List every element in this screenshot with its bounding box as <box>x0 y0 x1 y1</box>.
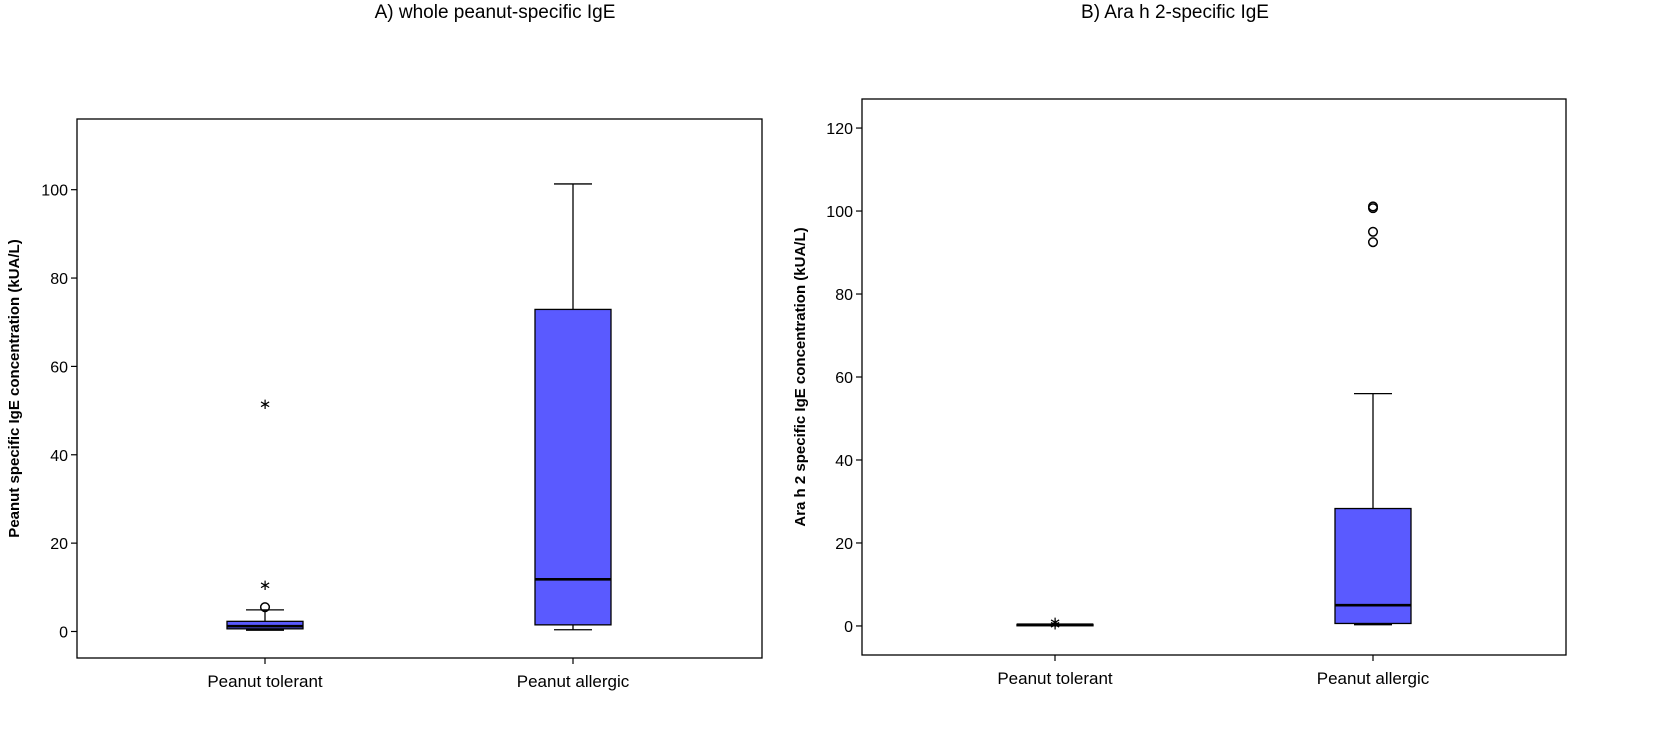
outlier-circle <box>1367 201 1379 212</box>
y-tick-label: 20 <box>835 536 853 553</box>
outlier-circle <box>1367 226 1379 237</box>
y-tick-label: 80 <box>835 287 853 304</box>
y-axis-title: Ara h 2 specific IgE concentration (kUA/… <box>792 227 809 526</box>
y-tick-label: 20 <box>50 536 68 553</box>
extreme-star: ∗ <box>1049 613 1062 631</box>
y-tick-label: 100 <box>826 204 853 221</box>
y-tick-label: 100 <box>41 183 68 200</box>
extreme-star: ∗ <box>259 576 272 594</box>
iqr-box <box>534 308 612 626</box>
y-tick-label: 40 <box>50 448 68 465</box>
y-tick-label: 60 <box>835 370 853 387</box>
y-axis-title: Peanut specific IgE concentration (kUA/L… <box>6 239 23 537</box>
x-category-label: Peanut allergic <box>1317 669 1430 688</box>
panel-b-title: B) Ara h 2-specific IgE <box>1081 2 1269 23</box>
y-tick-label: 40 <box>835 453 853 470</box>
plot-frame-1 <box>861 98 1567 656</box>
y-tick-label: 80 <box>50 271 68 288</box>
y-tick-label: 0 <box>844 619 853 636</box>
y-tick-label: 0 <box>59 624 68 641</box>
extreme-star: ∗ <box>1049 616 1062 634</box>
outlier-circle <box>259 602 271 613</box>
x-category-label: Peanut allergic <box>517 672 630 691</box>
outlier-circle <box>1367 237 1379 248</box>
extreme-star: ∗ <box>259 395 272 413</box>
y-tick-label: 120 <box>826 121 853 138</box>
y-tick-label: 60 <box>50 359 68 376</box>
panel-a-title: A) whole peanut-specific IgE <box>374 2 616 23</box>
plot-frame-0 <box>76 118 763 659</box>
x-category-label: Peanut tolerant <box>207 672 323 691</box>
x-category-label: Peanut tolerant <box>997 669 1113 688</box>
